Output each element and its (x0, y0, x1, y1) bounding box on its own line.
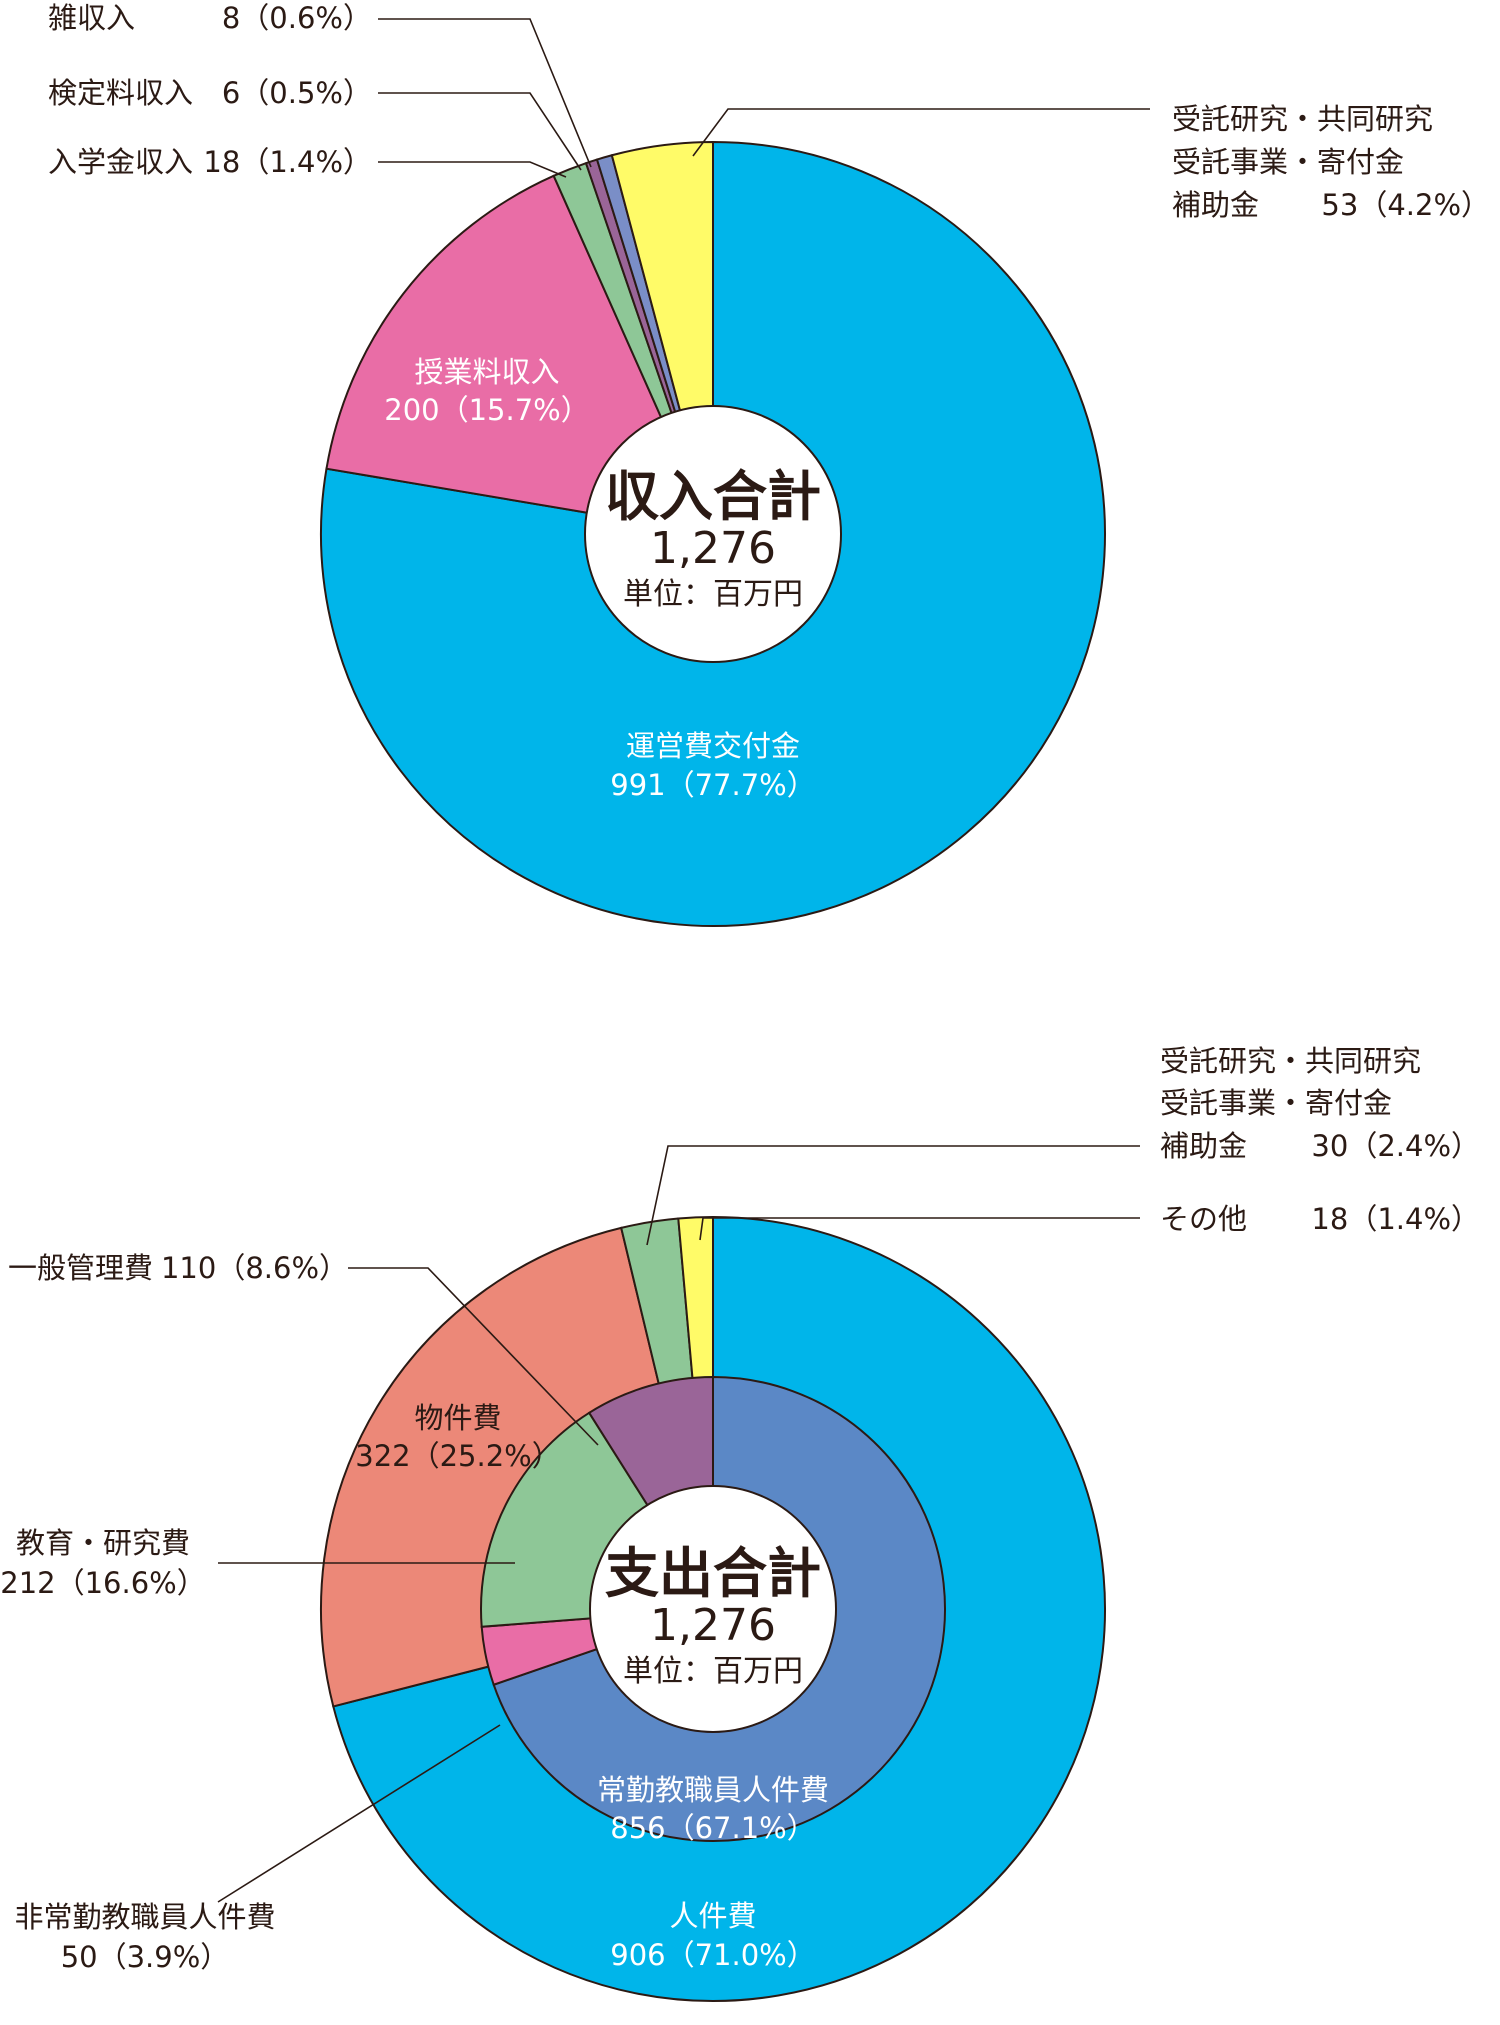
label-hijokin-value: 50（3.9%） (61, 1940, 230, 1974)
label-jugyo-name: 授業料収入 (414, 355, 559, 389)
label-bukken-value: 322（25.2%） (355, 1439, 560, 1473)
label-zatsu-name: 雑収入 (48, 1, 135, 35)
label-jutaku-income-line1: 受託研究・共同研究 (1172, 102, 1433, 136)
label-zatsu-value: 8（0.6%） (222, 1, 372, 35)
label-jutaku-income-line2: 受託事業・寄付金 (1172, 145, 1404, 179)
label-nyugaku-name: 入学金収入 (48, 145, 193, 179)
label-jutaku-income-value: 53（4.2%） (1321, 188, 1490, 222)
label-jokin-value: 856（67.1%） (610, 1811, 815, 1845)
label-ippan-name: 一般管理費 (8, 1251, 153, 1285)
label-jutaku-expense-line1: 受託研究・共同研究 (1160, 1044, 1421, 1078)
label-sonota-name: その他 (1160, 1202, 1247, 1236)
leader-line-sonota (699, 1217, 1140, 1241)
expense-center-hole (589, 1485, 837, 1733)
label-hijokin-name: 非常勤教職員人件費 (14, 1900, 275, 1934)
leader-line-hijokin (217, 1724, 501, 1903)
income-center-total: 1,276 (650, 523, 776, 574)
income-center-title: 収入合計 (605, 465, 821, 528)
label-jugyo-value: 200（15.7%） (384, 393, 589, 427)
label-kentei-value: 6（0.5%） (222, 76, 372, 110)
label-unei-name: 運営費交付金 (626, 729, 800, 763)
income-slice-jugyo (325, 174, 715, 536)
leader-line-nyugaku (378, 161, 567, 178)
income-pie-chart: 雑収入 8（0.6%） 検定料収入 6（0.5%） 入学金収入 18（1.4%）… (48, 1, 1490, 927)
leader-line-kentei (378, 92, 582, 171)
label-unei-value: 991（77.7%） (610, 768, 815, 802)
label-jutaku-expense-line3: 補助金 (1160, 1129, 1247, 1163)
leader-line-zatsu (378, 18, 592, 168)
expense-center-total: 1,276 (650, 1600, 776, 1651)
label-kentei-name: 検定料収入 (48, 76, 193, 110)
label-jutaku-income-line3: 補助金 (1172, 188, 1259, 222)
label-bukken-name: 物件費 (414, 1401, 501, 1435)
leader-line-jutaku-income (692, 108, 1150, 157)
label-jinken-value: 906（71.0%） (610, 1938, 815, 1972)
leader-line-jutaku-expense (646, 1145, 1140, 1246)
label-jokin-name: 常勤教職員人件費 (597, 1773, 829, 1807)
label-jutaku-expense-line2: 受託事業・寄付金 (1160, 1086, 1392, 1120)
income-slice-unei (320, 140, 1106, 927)
label-jutaku-expense-value: 30（2.4%） (1311, 1129, 1480, 1163)
income-center-unit: 単位：百万円 (623, 577, 803, 612)
label-kyoiku-name: 教育・研究費 (16, 1526, 190, 1560)
label-sonota-value: 18（1.4%） (1311, 1202, 1480, 1236)
label-nyugaku-value: 18（1.4%） (203, 145, 372, 179)
leader-line-ippan (348, 1267, 599, 1446)
expense-center-title: 支出合計 (605, 1542, 821, 1605)
income-center-hole (584, 405, 842, 663)
expense-center-unit: 単位：百万円 (623, 1654, 803, 1689)
label-jinken-name: 人件費 (669, 1899, 756, 1933)
label-ippan-value: 110（8.6%） (161, 1251, 348, 1285)
label-kyoiku-value: 212（16.6%） (0, 1566, 205, 1600)
expense-pie-chart: 受託研究・共同研究 受託事業・寄付金 補助金 30（2.4%） その他 18（1… (0, 1044, 1480, 2002)
